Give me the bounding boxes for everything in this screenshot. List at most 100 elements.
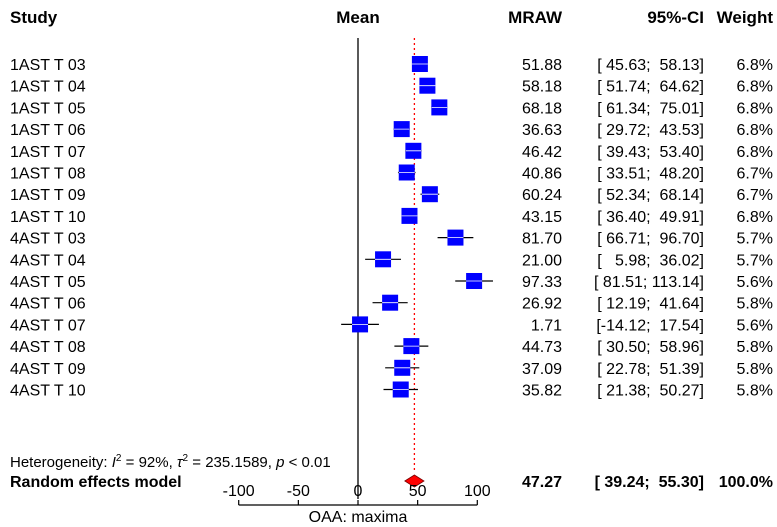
weight-value: 5.8% xyxy=(737,383,773,400)
study-label: 4AST T 05 xyxy=(10,274,86,291)
ci-value: [ 81.51; 113.14] xyxy=(594,274,704,291)
study-label: 1AST T 08 xyxy=(10,166,86,183)
ci-value: [ 52.34; 68.14] xyxy=(597,187,704,204)
weight-value: 5.6% xyxy=(737,317,773,334)
study-row: 4AST T 03 81.70 [ 66.71; 96.70] 5.7% xyxy=(10,229,773,248)
weight-value: 6.8% xyxy=(737,144,773,161)
pooled-weight: 100.0% xyxy=(719,474,773,491)
study-row: 1AST T 05 68.18 [ 61.34; 75.01] 6.8% xyxy=(10,99,773,117)
pooled-mraw: 47.27 xyxy=(522,474,562,491)
weight-value: 5.8% xyxy=(737,361,773,378)
weight-value: 6.8% xyxy=(737,79,773,96)
study-label: 1AST T 07 xyxy=(10,144,86,161)
mraw-value: 26.92 xyxy=(522,296,562,313)
weight-value: 5.8% xyxy=(737,339,773,356)
x-tick-label: 50 xyxy=(409,483,427,500)
study-label: 1AST T 04 xyxy=(10,79,86,96)
study-row: 1AST T 03 51.88 [ 45.63; 58.13] 6.8% xyxy=(10,56,773,74)
weight-value: 6.7% xyxy=(737,166,773,183)
mraw-value: 46.42 xyxy=(522,144,562,161)
study-row: 1AST T 04 58.18 [ 51.74; 64.62] 6.8% xyxy=(10,77,773,96)
study-label: 1AST T 05 xyxy=(10,100,86,117)
study-row: 4AST T 06 26.92 [ 12.19; 41.64] 5.8% xyxy=(10,294,773,313)
study-row: 1AST T 07 46.42 [ 39.43; 53.40] 6.8% xyxy=(10,142,773,161)
ci-value: [ 66.71; 96.70] xyxy=(597,231,704,248)
study-label: 1AST T 09 xyxy=(10,187,86,204)
header-ci: 95%-CI xyxy=(647,8,704,27)
pooled-row: Random effects model 47.27 [ 39.24; 55.30]… xyxy=(10,474,773,491)
study-row: 4AST T 07 1.71 [-14.12; 17.54] 5.6% xyxy=(10,316,773,334)
study-row: 1AST T 08 40.86 [ 33.51; 48.20] 6.7% xyxy=(10,164,773,183)
mraw-value: 36.63 xyxy=(522,122,562,139)
study-label: 4AST T 04 xyxy=(10,252,86,269)
pooled-diamond xyxy=(404,474,425,488)
study-row: 4AST T 08 44.73 [ 30.50; 58.96] 5.8% xyxy=(10,338,773,356)
ci-value: [ 36.40; 49.91] xyxy=(597,209,704,226)
weight-value: 5.7% xyxy=(737,231,773,248)
study-label: 4AST T 06 xyxy=(10,296,86,313)
weight-value: 5.8% xyxy=(737,296,773,313)
study-label: 4AST T 09 xyxy=(10,361,86,378)
study-row: 4AST T 09 37.09 [ 22.78; 51.39] 5.8% xyxy=(10,359,773,378)
pooled-ci: [ 39.24; 55.30] xyxy=(595,474,704,491)
study-row: 4AST T 04 21.00 [ 5.98; 36.02] 5.7% xyxy=(10,251,773,269)
header-mean: Mean xyxy=(336,8,379,27)
weight-value: 6.8% xyxy=(737,209,773,226)
header-study: Study xyxy=(10,8,58,27)
header-weight: Weight xyxy=(717,8,774,27)
ci-value: [ 61.34; 75.01] xyxy=(597,100,704,117)
study-label: 1AST T 10 xyxy=(10,209,86,226)
weight-value: 6.8% xyxy=(737,100,773,117)
study-label: 4AST T 03 xyxy=(10,231,86,248)
mraw-value: 60.24 xyxy=(522,187,562,204)
weight-value: 5.7% xyxy=(737,252,773,269)
x-tick-label: -50 xyxy=(287,483,310,500)
header-mraw: MRAW xyxy=(508,8,563,27)
ci-value: [ 45.63; 58.13] xyxy=(597,57,704,74)
study-label: 4AST T 10 xyxy=(10,383,86,400)
ci-value: [ 5.98; 36.02] xyxy=(597,252,704,269)
study-row: 1AST T 10 43.15 [ 36.40; 49.91] 6.8% xyxy=(10,207,773,226)
mraw-value: 97.33 xyxy=(522,274,562,291)
mraw-value: 37.09 xyxy=(522,361,562,378)
pooled-label: Random effects model xyxy=(10,474,182,491)
study-label: 1AST T 03 xyxy=(10,57,86,74)
ci-value: [ 29.72; 43.53] xyxy=(597,122,704,139)
x-axis-label: OAA: maxima xyxy=(309,509,408,526)
x-tick-label: -100 xyxy=(223,483,255,500)
x-tick-label: 100 xyxy=(464,483,491,500)
ci-value: [ 22.78; 51.39] xyxy=(597,361,704,378)
mraw-value: 35.82 xyxy=(522,383,562,400)
x-axis: -100 -50 0 50 100 OAA: maxima xyxy=(223,483,491,526)
weight-value: 6.7% xyxy=(737,187,773,204)
ci-value: [ 39.43; 53.40] xyxy=(597,144,704,161)
ci-value: [ 33.51; 48.20] xyxy=(597,166,704,183)
x-tick-label: 0 xyxy=(354,483,363,500)
study-label: 4AST T 07 xyxy=(10,317,86,334)
mraw-value: 51.88 xyxy=(522,57,562,74)
mraw-value: 1.71 xyxy=(531,317,562,334)
ci-value: [-14.12; 17.54] xyxy=(596,317,704,334)
mraw-value: 40.86 xyxy=(522,166,562,183)
weight-value: 6.8% xyxy=(737,122,773,139)
study-row: 1AST T 09 60.24 [ 52.34; 68.14] 6.7% xyxy=(10,186,773,204)
study-row: 4AST T 05 97.33 [ 81.51; 113.14] 5.6% xyxy=(10,273,773,291)
mraw-value: 21.00 xyxy=(522,252,562,269)
heterogeneity-text: Heterogeneity: I2 = 92%, τ2 = 235.1589, … xyxy=(10,453,331,471)
mraw-value: 68.18 xyxy=(522,100,562,117)
study-rows: 1AST T 03 51.88[ 45.63; 58.13] 6.8%1AST T … xyxy=(10,38,773,499)
study-row: 1AST T 06 36.63 [ 29.72; 43.53] 6.8% xyxy=(10,121,773,139)
mraw-value: 81.70 xyxy=(522,231,562,248)
study-label: 4AST T 08 xyxy=(10,339,86,356)
mraw-value: 43.15 xyxy=(522,209,562,226)
ci-value: [ 12.19; 41.64] xyxy=(597,296,704,313)
study-label: 1AST T 06 xyxy=(10,122,86,139)
study-row: 4AST T 10 35.82 [ 21.38; 50.27] 5.8% xyxy=(10,381,773,400)
mraw-value: 44.73 xyxy=(522,339,562,356)
ci-value: [ 30.50; 58.96] xyxy=(597,339,704,356)
ci-value: [ 21.38; 50.27] xyxy=(597,383,704,400)
mraw-value: 58.18 xyxy=(522,79,562,96)
column-headers: Study Mean MRAW 95%-CI Weight xyxy=(10,8,773,27)
ci-value: [ 51.74; 64.62] xyxy=(597,79,704,96)
